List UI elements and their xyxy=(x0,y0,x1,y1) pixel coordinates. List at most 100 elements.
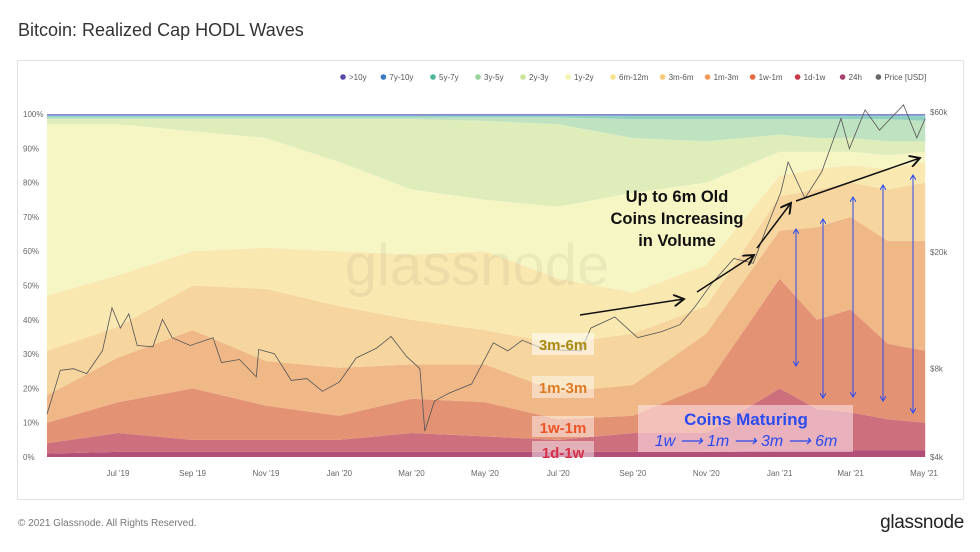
legend-swatch xyxy=(475,74,481,80)
legend-label: 5y-7y xyxy=(439,73,459,82)
band-gt-10y xyxy=(47,114,926,115)
y-tick-label: 40% xyxy=(23,316,39,325)
band-6m-12m xyxy=(47,162,926,351)
legend-label: 1y-2y xyxy=(574,73,594,82)
legend-label: 1m-3m xyxy=(714,73,739,82)
x-tick-label: Jan '21 xyxy=(767,469,793,478)
annotation-line: Up to 6m Old xyxy=(626,188,729,206)
x-tick-label: Sep '20 xyxy=(619,469,646,478)
legend-item[interactable]: 6m-12m xyxy=(610,73,649,82)
coins-maturing-sequence: 1w ⟶ 1m ⟶ 3m ⟶ 6m xyxy=(655,433,838,450)
legend-item[interactable]: 5y-7y xyxy=(430,73,459,82)
legend-item[interactable]: 2y-3y xyxy=(520,73,549,82)
legend-swatch xyxy=(839,74,846,80)
glassnode-logo[interactable]: glassnode xyxy=(880,512,964,533)
legend-swatch xyxy=(749,74,756,80)
x-tick-label: Nov '19 xyxy=(253,469,280,478)
x-tick-label: Jul '20 xyxy=(547,469,570,478)
watermark: glassnode xyxy=(345,233,609,298)
legend-swatch xyxy=(520,74,526,80)
trend-arrow xyxy=(795,158,920,202)
trend-arrows xyxy=(579,158,920,316)
y-tick-label: 10% xyxy=(23,419,39,428)
page-title: Bitcoin: Realized Cap HODL Waves xyxy=(18,20,304,40)
legend-swatch xyxy=(610,74,616,80)
legend-label: 6m-12m xyxy=(619,73,649,82)
x-tick-label: Sep '19 xyxy=(179,469,206,478)
legend-item[interactable]: Price [USD] xyxy=(875,73,927,82)
legend-label: 7y-10y xyxy=(389,73,413,82)
x-axis: Jul '19 Sep '19 Nov '19 Jan '20 Mar '20 May '… xyxy=(107,469,939,478)
price-tick-label: $20k xyxy=(930,248,948,257)
band-label-3m-6m: 3m-6m xyxy=(539,337,587,354)
x-tick-label: Nov '20 xyxy=(693,469,720,478)
price-tick-label: $4k xyxy=(930,453,944,462)
legend-label: 3y-5y xyxy=(484,73,504,82)
band-labels: 3m-6m 1m-3m 1w-1m 1d-1w xyxy=(532,333,594,462)
y-axis-left: 0% 10% 20% 30% 40% 50% 60% 70% 80% 90% 100% xyxy=(23,110,43,462)
y-tick-label: 100% xyxy=(23,110,43,119)
band-1y-2y xyxy=(47,124,926,296)
y-tick-label: 20% xyxy=(23,384,39,393)
legend-swatch xyxy=(794,74,801,80)
y-axis-right: $4k $8k $20k $60k xyxy=(930,108,948,462)
legend-swatch xyxy=(565,74,571,80)
chart-frame xyxy=(17,60,964,500)
legend: >10y 7y-10y 5y-7y 3y-5y 2y-3y 1y-2y 6m-12m 3m-6… xyxy=(340,73,926,82)
price-line xyxy=(46,104,926,432)
legend-label: >10y xyxy=(349,73,367,82)
trend-arrow xyxy=(696,255,754,293)
band-3m-6m xyxy=(47,182,926,396)
price-tick-label: $60k xyxy=(930,108,948,117)
band-label-1m-3m: 1m-3m xyxy=(539,380,587,397)
main-annotation: Up to 6m Old Coins Increasing in Volume xyxy=(611,188,744,250)
band-1m-3m xyxy=(47,216,926,423)
legend-label: 1d-1w xyxy=(804,73,826,82)
y-tick-label: 70% xyxy=(23,213,39,222)
band-5y-7y xyxy=(47,116,926,121)
y-tick-label: 50% xyxy=(23,282,39,291)
price-tick-label: $8k xyxy=(930,365,944,374)
y-tick-label: 90% xyxy=(23,144,39,153)
legend-item[interactable]: 3y-5y xyxy=(475,73,504,82)
legend-label: 3m-6m xyxy=(669,73,694,82)
legend-label: 1w-1m xyxy=(759,73,783,82)
x-tick-label: Jul '19 xyxy=(107,469,130,478)
legend-item[interactable]: 3m-6m xyxy=(659,73,694,82)
legend-swatch xyxy=(430,74,436,80)
legend-swatch xyxy=(380,74,387,80)
x-tick-label: May '20 xyxy=(471,469,499,478)
legend-item[interactable]: 24h xyxy=(839,73,862,82)
x-tick-label: Mar '21 xyxy=(837,469,864,478)
legend-item[interactable]: >10y xyxy=(340,73,367,82)
legend-swatch xyxy=(875,74,882,80)
legend-item[interactable]: 1m-3m xyxy=(704,73,739,82)
y-tick-label: 80% xyxy=(23,179,39,188)
x-tick-label: Jan '20 xyxy=(327,469,353,478)
y-tick-label: 0% xyxy=(23,453,35,462)
annotation-line: Coins Increasing xyxy=(611,210,744,228)
copyright: © 2021 Glassnode. All Rights Reserved. xyxy=(18,518,197,529)
band-label-1d-1w: 1d-1w xyxy=(542,445,585,462)
legend-item[interactable]: 1y-2y xyxy=(565,73,594,82)
band-7y-10y xyxy=(47,115,926,117)
trend-arrow xyxy=(579,299,684,316)
coins-maturing-title: Coins Maturing xyxy=(684,410,808,429)
x-tick-label: May '21 xyxy=(910,469,938,478)
coins-maturing-box: Coins Maturing 1w ⟶ 1m ⟶ 3m ⟶ 6m xyxy=(638,405,853,452)
legend-swatch xyxy=(659,74,666,80)
y-tick-label: 60% xyxy=(23,247,39,256)
trend-arrow xyxy=(756,203,791,249)
y-tick-label: 30% xyxy=(23,350,39,359)
band-24h xyxy=(47,450,926,457)
band-2y-3y xyxy=(47,119,926,207)
legend-swatch xyxy=(704,74,711,80)
legend-label: 2y-3y xyxy=(529,73,549,82)
band-3y-5y xyxy=(47,117,926,142)
legend-item[interactable]: 1d-1w xyxy=(794,73,826,82)
legend-item[interactable]: 7y-10y xyxy=(380,73,414,82)
band-1w-1m xyxy=(47,278,926,444)
maturing-arrows xyxy=(796,175,913,413)
legend-item[interactable]: 1w-1m xyxy=(749,73,783,82)
legend-swatch xyxy=(340,74,346,80)
